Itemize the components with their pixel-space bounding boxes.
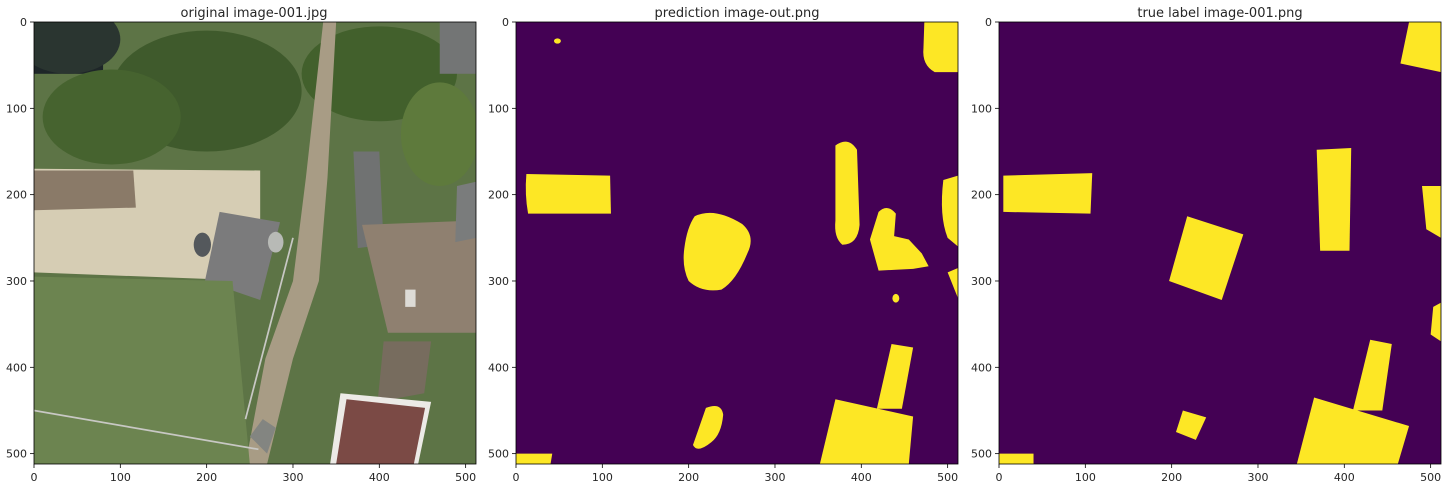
y-tick-label: 100 — [488, 102, 509, 115]
x-tick-label: 400 — [1334, 471, 1355, 484]
y-tick-label: 300 — [6, 275, 27, 288]
panel-true-label-frame — [998, 21, 1442, 465]
panel-true-label-title: true label image-001.png — [1137, 6, 1302, 21]
y-tick-label: 0 — [985, 16, 992, 29]
x-tick-label: 500 — [1420, 471, 1441, 484]
x-tick-label: 300 — [764, 471, 785, 484]
y-tick-label: 200 — [488, 189, 509, 202]
y-tick-label: 500 — [6, 448, 27, 461]
x-tick-label: 0 — [31, 471, 38, 484]
x-tick-label: 500 — [937, 471, 958, 484]
panel-original-frame — [33, 21, 477, 465]
x-tick-label: 400 — [851, 471, 872, 484]
y-tick-label: 300 — [971, 275, 992, 288]
panel-original-title: original image-001.jpg — [181, 6, 328, 21]
y-tick-label: 0 — [20, 16, 27, 29]
y-tick-label: 400 — [488, 361, 509, 374]
y-tick-label: 100 — [6, 102, 27, 115]
y-tick-label: 500 — [971, 448, 992, 461]
panel-original: original image-001.jpg — [33, 6, 477, 465]
y-tick-label: 500 — [488, 448, 509, 461]
y-tick-label: 400 — [6, 361, 27, 374]
x-tick-label: 200 — [678, 471, 699, 484]
y-tick-label: 100 — [971, 102, 992, 115]
y-tick-label: 200 — [6, 189, 27, 202]
panel-true-label: true label image-001.png — [998, 6, 1442, 465]
panel-prediction-title: prediction image-out.png — [655, 6, 820, 21]
y-tick-label: 300 — [488, 275, 509, 288]
x-tick-label: 300 — [1247, 471, 1268, 484]
true-label-mask — [999, 22, 1441, 464]
panel-prediction-frame — [515, 21, 959, 465]
x-tick-label: 100 — [110, 471, 131, 484]
x-tick-label: 0 — [996, 471, 1003, 484]
y-tick-label: 200 — [971, 189, 992, 202]
x-tick-label: 400 — [369, 471, 390, 484]
x-tick-label: 0 — [513, 471, 520, 484]
x-tick-label: 200 — [1161, 471, 1182, 484]
x-tick-label: 100 — [592, 471, 613, 484]
panel-prediction: prediction image-out.png — [515, 6, 959, 465]
axis-ticks: 0 100 200 300 400 500 0 100 200 300 400 500 0 100 200 3… — [6, 16, 1441, 484]
prediction-mask — [516, 22, 958, 464]
x-tick-label: 500 — [455, 471, 476, 484]
x-tick-label: 200 — [196, 471, 217, 484]
y-tick-label: 400 — [971, 361, 992, 374]
x-tick-label: 300 — [282, 471, 303, 484]
x-tick-label: 100 — [1075, 471, 1096, 484]
aerial-photo — [34, 22, 476, 464]
y-tick-label: 0 — [502, 16, 509, 29]
